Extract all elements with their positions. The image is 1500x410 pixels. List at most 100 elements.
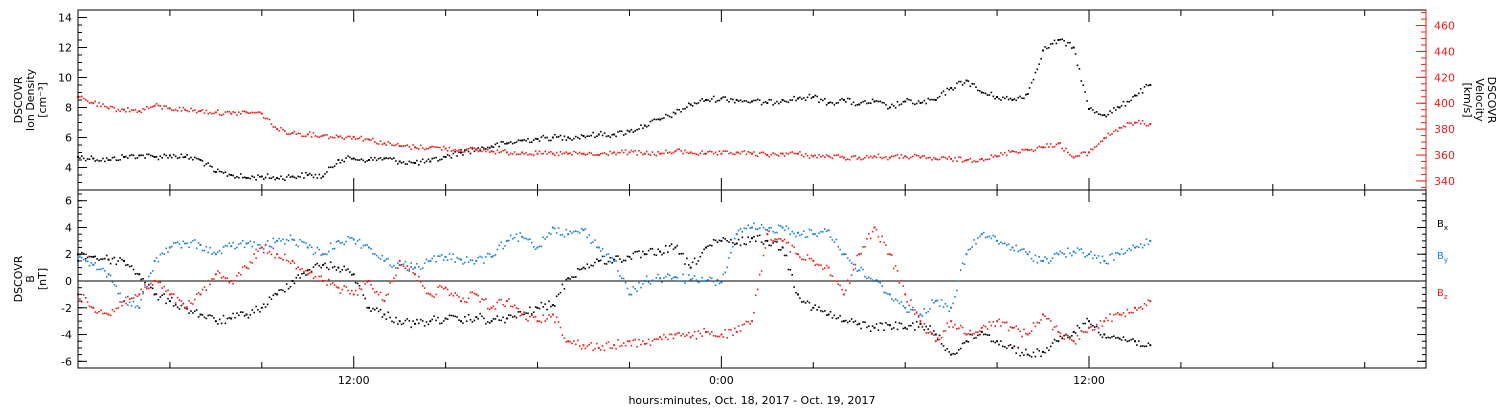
data-point: [621, 149, 623, 152]
data-point: [994, 341, 996, 344]
data-point: [452, 152, 455, 155]
data-point: [596, 154, 598, 156]
data-point: [465, 256, 468, 258]
series-1: [77, 95, 1152, 163]
data-point: [404, 163, 407, 165]
data-point: [603, 262, 606, 265]
data-point: [816, 309, 818, 311]
data-point: [1000, 241, 1002, 244]
data-point: [94, 311, 96, 313]
data-point: [992, 321, 995, 323]
data-point: [668, 115, 671, 118]
data-point: [167, 251, 169, 253]
data-point: [385, 294, 388, 296]
data-point: [845, 319, 847, 322]
data-point: [351, 138, 353, 140]
data-point: [92, 102, 95, 105]
data-point: [467, 150, 470, 153]
data-point: [1019, 249, 1021, 252]
data-point: [199, 110, 202, 112]
data-point: [580, 348, 583, 350]
data-point: [82, 258, 85, 261]
data-point: [607, 341, 610, 343]
data-point: [722, 273, 725, 276]
data-point: [680, 150, 682, 152]
data-point: [318, 248, 321, 251]
data-point: [264, 244, 267, 247]
data-point: [521, 151, 524, 154]
data-point: [728, 241, 730, 243]
data-point: [732, 241, 734, 244]
data-point: [551, 304, 554, 307]
data-point: [755, 240, 757, 243]
data-point: [437, 146, 439, 148]
data-point: [192, 312, 194, 314]
data-point: [414, 266, 416, 269]
data-point: [554, 154, 556, 156]
data-point: [102, 312, 104, 315]
data-point: [904, 293, 907, 296]
data-point: [98, 310, 100, 313]
data-point: [220, 252, 223, 255]
data-point: [806, 300, 809, 302]
data-point: [691, 152, 694, 155]
data-point: [846, 279, 849, 282]
data-point: [111, 257, 114, 260]
data-point: [743, 150, 746, 152]
data-point: [232, 111, 234, 113]
data-point: [92, 306, 95, 309]
data-point: [441, 149, 443, 151]
data-point: [835, 154, 838, 157]
data-point: [628, 130, 631, 133]
data-point: [726, 150, 728, 152]
data-point: [1009, 151, 1012, 153]
data-point: [959, 80, 962, 83]
data-point: [1074, 252, 1077, 254]
data-point: [483, 299, 485, 301]
data-point: [879, 322, 882, 324]
data-point: [320, 177, 322, 179]
data-point: [603, 132, 606, 134]
data-point: [1048, 349, 1050, 352]
data-point: [896, 328, 899, 331]
data-point: [509, 141, 512, 143]
data-point: [942, 330, 945, 333]
data-point: [982, 231, 985, 234]
data-point: [163, 253, 165, 255]
data-point: [207, 279, 209, 282]
data-point: [1032, 322, 1035, 324]
data-point: [312, 266, 315, 268]
data-point: [519, 311, 522, 313]
data-point: [431, 318, 433, 321]
data-point: [804, 302, 807, 304]
data-point: [1055, 42, 1058, 45]
data-point: [362, 140, 365, 142]
data-point: [1103, 259, 1106, 262]
data-point: [195, 247, 198, 250]
data-point: [322, 134, 325, 137]
data-point: [272, 176, 275, 178]
data-point: [527, 319, 529, 322]
data-point: [115, 110, 118, 113]
data-point: [347, 135, 349, 138]
data-point: [303, 177, 305, 179]
data-point: [1011, 246, 1014, 249]
data-point: [925, 332, 927, 334]
data-point: [1078, 68, 1081, 70]
data-point: [967, 249, 970, 251]
data-point: [864, 157, 866, 159]
data-point: [109, 159, 112, 161]
data-point: [772, 242, 774, 244]
data-point: [243, 246, 246, 249]
data-point: [414, 273, 416, 276]
data-point: [778, 249, 780, 251]
data-point: [1074, 343, 1077, 345]
data-point: [555, 151, 558, 154]
data-point: [1082, 322, 1085, 325]
data-point: [303, 241, 305, 244]
data-point: [634, 149, 636, 152]
data-point: [540, 136, 543, 138]
data-point: [485, 148, 487, 150]
data-point: [726, 99, 728, 101]
